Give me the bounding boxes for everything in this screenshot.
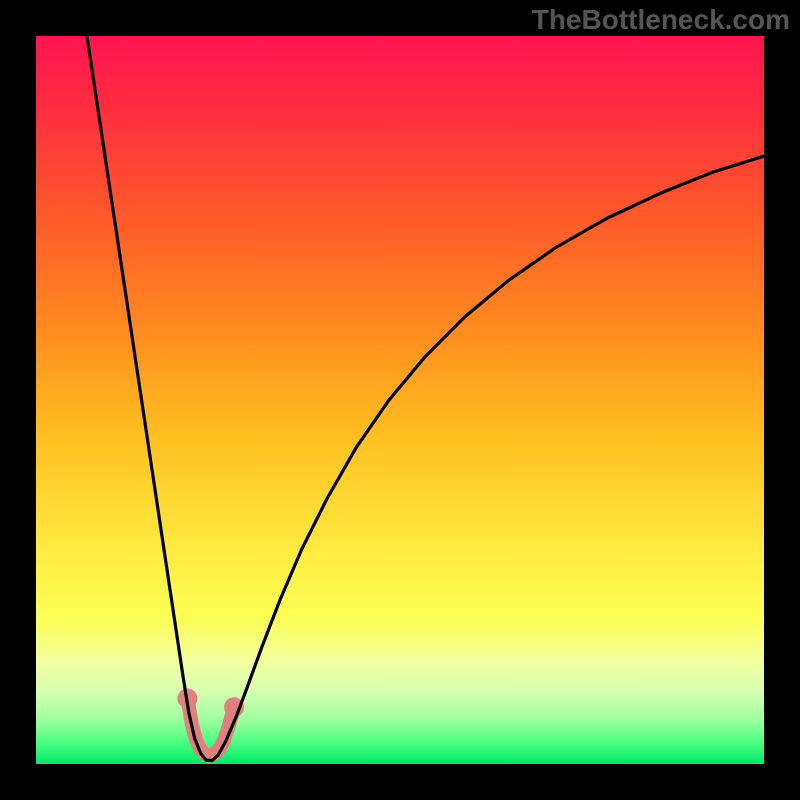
bottleneck-curve — [87, 36, 764, 760]
watermark-text: TheBottleneck.com — [532, 4, 790, 36]
curve-layer — [0, 0, 800, 800]
chart-frame: TheBottleneck.com — [0, 0, 800, 800]
